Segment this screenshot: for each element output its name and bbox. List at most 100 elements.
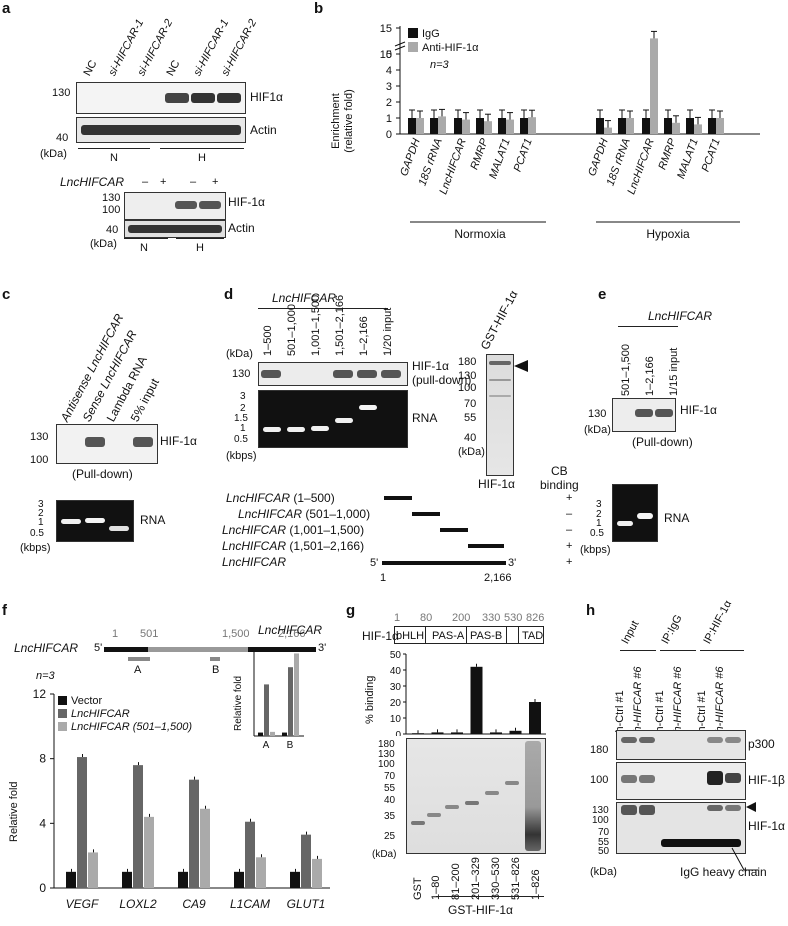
construct-row: LncHIFCAR (1–500) [226, 491, 335, 505]
kda-label: (kDa) [90, 238, 117, 250]
binding-sign: – [566, 508, 573, 520]
category-label: LOXL2 [119, 897, 157, 911]
kb-marker: 0.5 [590, 528, 604, 539]
bar-anti [506, 119, 514, 134]
mw-marker: 25 [384, 831, 396, 842]
mw-marker: 180 [458, 356, 477, 368]
bar [77, 757, 87, 888]
lane-label: NC [164, 58, 183, 78]
mw-marker: 55 [598, 837, 610, 848]
panel-label-d: d [224, 286, 234, 303]
lnc-header: LncHIFCAR [648, 309, 713, 323]
mw-marker: 130 [232, 368, 251, 380]
mw-marker: 100 [592, 815, 609, 826]
hif1a-blot [76, 82, 246, 114]
bar [509, 730, 522, 734]
y-tick-label: 50 [390, 650, 402, 661]
category-label: MALAT1 [675, 137, 701, 181]
mw-marker: 130 [458, 370, 477, 382]
y-tick-label: 20 [390, 698, 402, 709]
position: 1 [112, 628, 119, 640]
mw-marker: 70 [598, 827, 610, 838]
inset-bar [270, 731, 275, 736]
lane-label: sh-HIFCAR #6 [632, 666, 644, 738]
kda-label: (kDa) [372, 849, 397, 860]
inset-category-label: B [287, 740, 294, 751]
lnc-title: LncHIFCAR [14, 641, 79, 655]
bar-anti [694, 124, 702, 134]
bar-igg [596, 118, 604, 134]
position: 80 [420, 612, 433, 624]
lane-label: sh-HIFCAR #6 [714, 666, 726, 738]
bar-anti [604, 127, 612, 134]
position: 530 [504, 612, 523, 624]
inset-bar [288, 667, 293, 736]
y-tick-label: 12 [33, 687, 47, 701]
hif1a-label: HIF-1α [748, 819, 785, 833]
binding-sign: – [566, 524, 573, 536]
y-axis-label: Enrichment (relative fold) [330, 89, 355, 153]
bar [234, 871, 244, 888]
y-axis-label: Relative fold [8, 781, 20, 842]
mw-marker: 130 [30, 431, 49, 443]
gst-blot [406, 738, 546, 854]
panel-label-e: e [598, 286, 607, 303]
lane-label: 1/20 input [382, 307, 394, 356]
axis-break [394, 45, 406, 51]
inset-title: LncHIFCAR [258, 623, 323, 637]
legend-swatch [58, 696, 67, 705]
panel-label-g: g [346, 602, 356, 619]
y-tick-label: 8 [39, 752, 46, 766]
kb-marker: 1.5 [234, 413, 248, 424]
pulldown-label: (Pull-down) [72, 467, 133, 481]
three-prime: 3' [318, 642, 327, 654]
hif1a-domain-label: HIF-1α [362, 629, 399, 643]
position: 2,166 [278, 628, 306, 640]
position: 200 [452, 612, 471, 624]
lane-label: GST [412, 877, 424, 900]
mw-marker: 100 [458, 382, 477, 394]
lane-label: 330–530 [490, 857, 502, 900]
bar [144, 816, 154, 888]
mw-marker: 180 [590, 744, 609, 756]
kda-label: (kDa) [584, 424, 611, 436]
binding-sign: + [566, 556, 573, 568]
legend-label: LncHIFCAR [71, 708, 130, 720]
pulldown-label: (pull-down) [412, 373, 472, 387]
region-b: B [212, 664, 220, 676]
y-tick-label: 5 [386, 49, 392, 61]
lane-label: 501–1,000 [286, 304, 298, 356]
sign: – [190, 176, 197, 188]
inset-bar [282, 732, 287, 736]
kb-marker: 0.5 [30, 528, 44, 539]
lane-label: 531–826 [510, 857, 522, 900]
panel-label-b: b [314, 0, 324, 17]
group-label: IP:HIF-1α [701, 598, 735, 646]
lane-label: 201–329 [470, 857, 482, 900]
y-tick-label: 4 [386, 65, 392, 77]
domain: TAD [522, 630, 544, 642]
bar [122, 871, 132, 888]
lane-label: 1/15 input [668, 347, 680, 396]
bar-anti [716, 118, 724, 134]
kb-marker: 1 [240, 423, 246, 434]
category-label: L1CAM [230, 897, 270, 911]
position: 330 [482, 612, 501, 624]
mw-marker: 180 [378, 739, 395, 750]
group-label: IP:IgG [659, 612, 685, 646]
mw-marker: 55 [384, 783, 396, 794]
kda-label: (kDa) [590, 866, 617, 878]
bar-anti [626, 118, 634, 134]
rna-label: RNA [664, 511, 690, 525]
bar [290, 871, 300, 888]
kb-marker: 0.5 [234, 434, 248, 445]
y-tick-label: 0 [395, 730, 401, 736]
kb-marker: 2 [38, 508, 44, 519]
bar-anti [416, 118, 424, 134]
mw-marker: 130 [588, 408, 607, 420]
mw-marker: 55 [464, 412, 477, 424]
y-axis-label: % binding [364, 675, 376, 724]
mw-marker: 100 [590, 774, 609, 786]
bar [189, 779, 199, 888]
pos-start: 1 [380, 572, 387, 584]
